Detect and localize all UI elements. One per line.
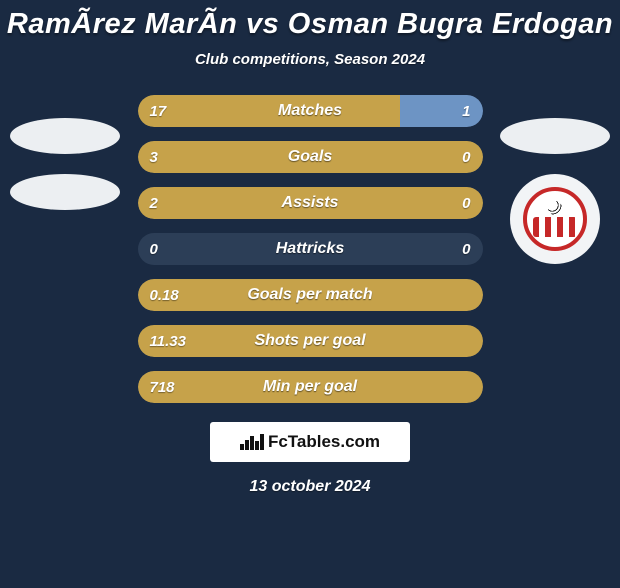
metric-row: Matches171 <box>0 88 620 134</box>
metric-bar-left-fill <box>138 95 400 127</box>
metric-row: Hattricks0 0 <box>0 226 620 272</box>
metric-row: Min per goal718 <box>0 364 620 410</box>
metric-left-value: 3 <box>150 141 158 173</box>
metric-bar-left-fill <box>138 371 483 403</box>
metric-left-value: 11.33 <box>150 325 186 357</box>
bar-chart-icon <box>240 434 262 450</box>
metric-bar-left-fill <box>138 187 483 219</box>
metric-right-value: 0 <box>462 187 470 219</box>
page-title: RamÃ­rez MarÃ­n vs Osman Bugra Erdogan <box>0 8 620 41</box>
footer-date: 13 october 2024 <box>0 478 620 496</box>
metric-bar-track: Hattricks0 0 <box>138 233 483 265</box>
metric-row: Shots per goal11.33 <box>0 318 620 364</box>
metric-bar-left-fill <box>138 141 483 173</box>
metric-bar-left-fill <box>138 325 483 357</box>
metric-bar-left-fill <box>138 279 483 311</box>
metric-row: Goals per match0.18 <box>0 272 620 318</box>
metric-left-value: 0 <box>150 233 158 265</box>
metric-bar-track: Min per goal718 <box>138 371 483 403</box>
comparison-chart: Matches171Goals30Assists20Hattricks00Goa… <box>0 88 620 410</box>
brand-box: FcTables.com <box>210 422 410 462</box>
metric-label: Hattricks <box>138 233 483 265</box>
metric-row: Assists20 <box>0 180 620 226</box>
metric-bar-track: Goals30 <box>138 141 483 173</box>
page-subtitle: Club competitions, Season 2024 <box>0 51 620 68</box>
metric-bar-track: Matches171 <box>138 95 483 127</box>
brand-text: FcTables.com <box>268 432 380 452</box>
metric-right-value: 0 <box>462 233 470 265</box>
metric-left-value: 718 <box>150 371 175 403</box>
metric-row: Goals30 <box>0 134 620 180</box>
metric-bar-track: Shots per goal11.33 <box>138 325 483 357</box>
metric-left-value: 2 <box>150 187 158 219</box>
metric-left-value: 17 <box>150 95 167 127</box>
metric-right-value: 1 <box>462 95 470 127</box>
metric-right-value: 0 <box>462 141 470 173</box>
metric-bar-track: Assists20 <box>138 187 483 219</box>
metric-left-value: 0.18 <box>150 279 179 311</box>
metric-bar-track: Goals per match0.18 <box>138 279 483 311</box>
